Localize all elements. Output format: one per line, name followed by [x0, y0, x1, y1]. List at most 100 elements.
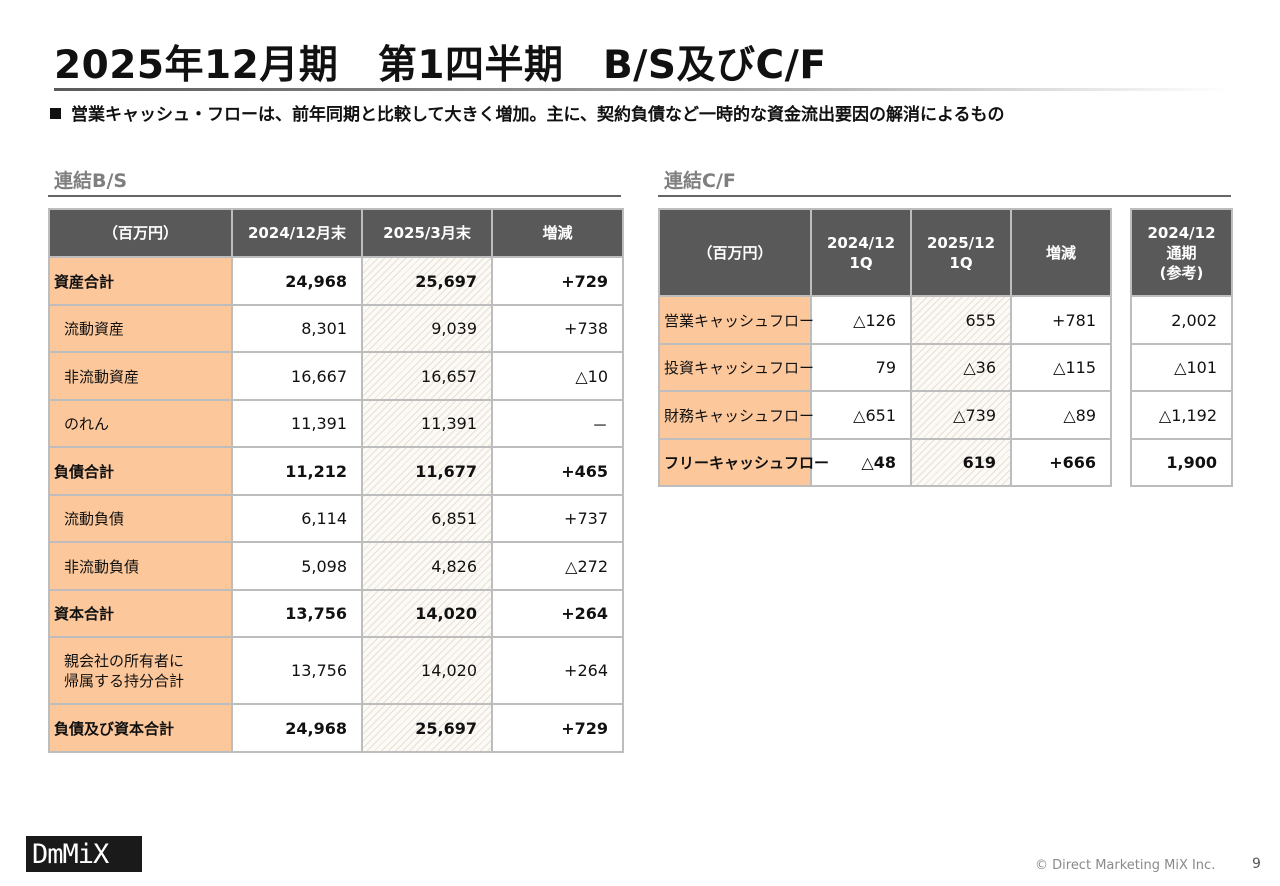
row-label: 負債合計 [48, 446, 233, 496]
value-diff: +465 [491, 446, 624, 496]
value-diff: +264 [491, 636, 624, 705]
value-diff: △272 [491, 541, 624, 591]
table-row: 営業キャッシュフロー △126 655 +781 [658, 295, 1112, 345]
value-curr: 619 [910, 438, 1012, 487]
row-label: 営業キャッシュフロー [658, 295, 814, 345]
table-row: △101 [1130, 343, 1233, 392]
value-prev: 8,301 [231, 304, 363, 353]
value-curr: 9,039 [361, 304, 493, 353]
value-curr: △739 [910, 390, 1012, 440]
value-curr: 6,851 [361, 494, 493, 543]
cf-header-prev-line2: 1Q [849, 253, 873, 272]
summary-bullet: 営業キャッシュ・フローは、前年同期と比較して大きく増加。主に、契約負債など一時的… [50, 100, 1004, 125]
row-label: 投資キャッシュフロー [658, 343, 814, 392]
row-label: 資本合計 [48, 589, 233, 638]
cf-header-prev-line1: 2024/12 [826, 233, 896, 252]
cf-header-unit: （百万円） [658, 208, 812, 297]
row-label: 資産合計 [48, 256, 233, 306]
ref-value: 2,002 [1130, 295, 1233, 345]
value-diff: － [491, 399, 624, 448]
cf-section-label: 連結C/F [664, 170, 736, 192]
value-curr: 25,697 [361, 256, 493, 306]
value-prev: 79 [810, 343, 912, 392]
logo-text: DmMiX [32, 838, 109, 870]
company-logo: DmMiX [26, 836, 142, 872]
value-diff: △115 [1010, 343, 1112, 392]
table-row: 資本合計 13,756 14,020 +264 [48, 589, 624, 638]
row-label: フリーキャッシュフロー [658, 438, 829, 487]
ref-header-line1: 2024/12 [1147, 223, 1216, 242]
bs-header-row: （百万円） 2024/12月末 2025/3月末 増減 [48, 208, 624, 258]
value-curr: 14,020 [361, 589, 493, 638]
value-diff: △10 [491, 351, 624, 401]
page-number: 9 [1252, 856, 1261, 872]
table-row: 財務キャッシュフロー △651 △739 △89 [658, 390, 1112, 440]
value-diff: +729 [491, 256, 624, 306]
cf-section-rule [658, 195, 1231, 197]
ref-header-line2: 通期 [1166, 243, 1197, 262]
cf-header-curr-line2: 1Q [949, 253, 973, 272]
table-row: 流動負債 6,114 6,851 +737 [48, 494, 624, 543]
row-label-line1: 親会社の所有者に [64, 651, 185, 670]
value-prev: △48 [810, 438, 912, 487]
cf-header-curr-line1: 2025/12 [926, 233, 996, 252]
value-prev: 5,098 [231, 541, 363, 591]
ref-value: △1,192 [1130, 390, 1233, 440]
value-diff: +264 [491, 589, 624, 638]
copyright-text: © Direct Marketing MiX Inc. [1035, 858, 1216, 873]
summary-text: 営業キャッシュ・フローは、前年同期と比較して大きく増加。主に、契約負債など一時的… [71, 105, 1005, 125]
value-prev: 16,667 [231, 351, 363, 401]
value-prev: 13,756 [231, 636, 363, 705]
value-diff: +781 [1010, 295, 1112, 345]
cf-table: （百万円） 2024/12 1Q 2025/12 1Q 増減 営業キャッシュフロー … [658, 208, 1112, 487]
table-row: 親会社の所有者に 帰属する持分合計 13,756 14,020 +264 [48, 636, 624, 705]
ref-header-row: 2024/12 通期 (参考) [1130, 208, 1233, 297]
title-divider [54, 88, 1230, 91]
ref-header-line3: (参考) [1159, 263, 1204, 282]
value-diff: +729 [491, 703, 624, 753]
value-curr: 11,391 [361, 399, 493, 448]
bs-section-rule [48, 195, 621, 197]
table-row: 投資キャッシュフロー 79 △36 △115 [658, 343, 1112, 392]
row-label: 財務キャッシュフロー [658, 390, 814, 440]
cf-header-diff: 増減 [1010, 208, 1112, 297]
table-row: 負債合計 11,212 11,677 +465 [48, 446, 624, 496]
table-row: 非流動資産 16,667 16,657 △10 [48, 351, 624, 401]
value-diff: +738 [491, 304, 624, 353]
cf-header-curr: 2025/12 1Q [910, 208, 1012, 297]
value-diff: △89 [1010, 390, 1112, 440]
value-prev: 24,968 [231, 256, 363, 306]
table-row: 負債及び資本合計 24,968 25,697 +729 [48, 703, 624, 753]
row-label: のれん [48, 399, 233, 448]
bs-header-prev: 2024/12月末 [231, 208, 363, 258]
value-prev: 13,756 [231, 589, 363, 638]
table-row: 2,002 [1130, 295, 1233, 345]
value-prev: 11,212 [231, 446, 363, 496]
row-label: 親会社の所有者に 帰属する持分合計 [48, 636, 233, 705]
table-row: 非流動負債 5,098 4,826 △272 [48, 541, 624, 591]
table-row: △1,192 [1130, 390, 1233, 440]
value-diff: +737 [491, 494, 624, 543]
table-row: のれん 11,391 11,391 － [48, 399, 624, 448]
cf-header-prev: 2024/12 1Q [810, 208, 912, 297]
ref-value: △101 [1130, 343, 1233, 392]
value-diff: +666 [1010, 438, 1112, 487]
ref-value: 1,900 [1130, 438, 1233, 487]
row-label: 負債及び資本合計 [48, 703, 233, 753]
value-curr: 4,826 [361, 541, 493, 591]
table-row: 資産合計 24,968 25,697 +729 [48, 256, 624, 306]
value-curr: 11,677 [361, 446, 493, 496]
bs-header-unit: （百万円） [48, 208, 233, 258]
row-label: 流動負債 [48, 494, 233, 543]
bs-header-curr: 2025/3月末 [361, 208, 493, 258]
ref-header: 2024/12 通期 (参考) [1130, 208, 1233, 297]
value-prev: △651 [810, 390, 912, 440]
value-curr: 16,657 [361, 351, 493, 401]
bs-section-label: 連結B/S [54, 170, 128, 192]
value-curr: 14,020 [361, 636, 493, 705]
bs-header-diff: 増減 [491, 208, 624, 258]
value-prev: 6,114 [231, 494, 363, 543]
value-curr: △36 [910, 343, 1012, 392]
table-row: フリーキャッシュフロー △48 619 +666 [658, 438, 1112, 487]
value-prev: △126 [810, 295, 912, 345]
